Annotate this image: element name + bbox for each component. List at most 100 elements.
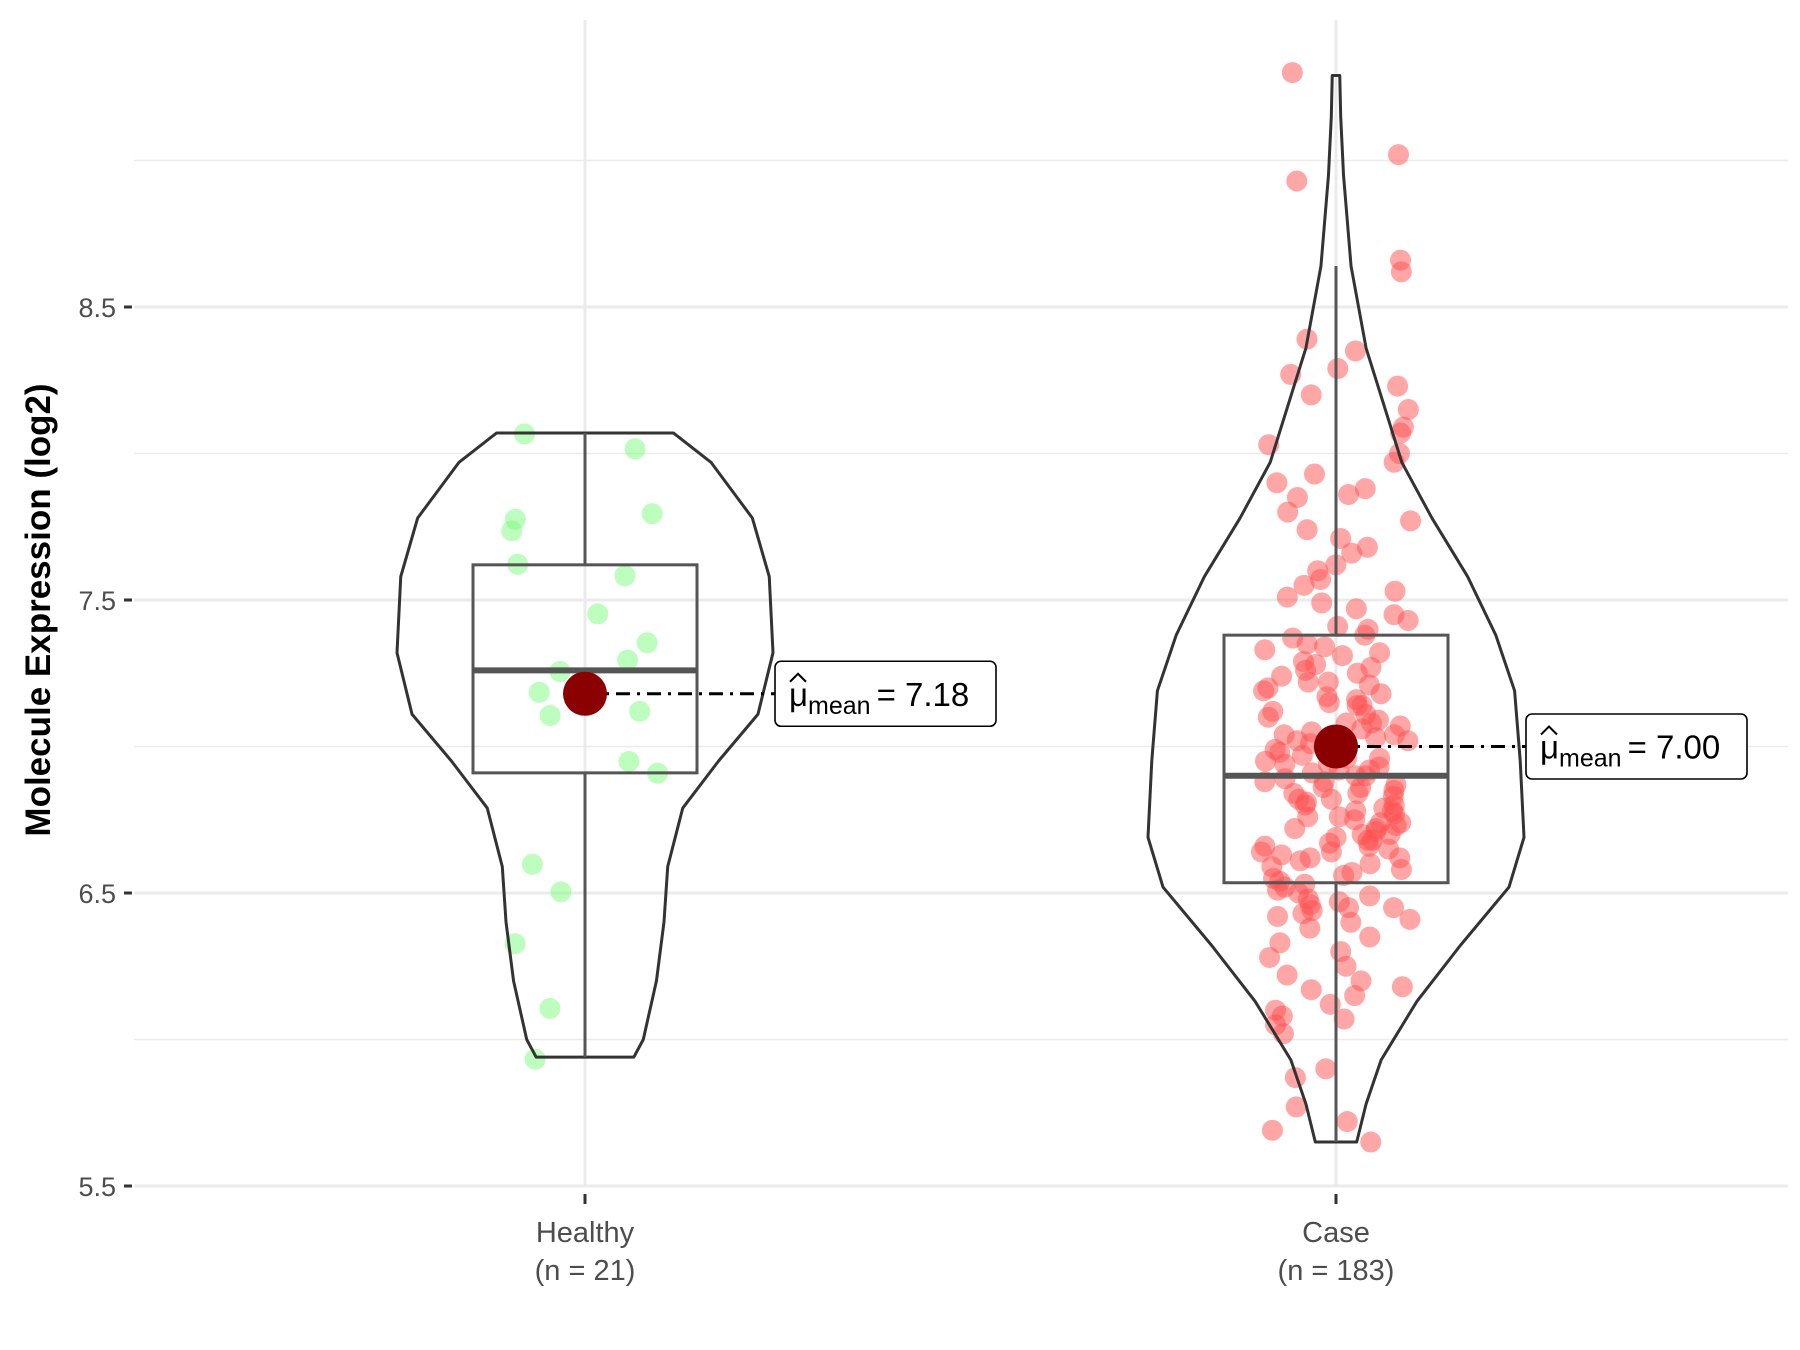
data-point (501, 520, 523, 542)
data-point (629, 700, 651, 722)
data-point (1297, 671, 1319, 693)
data-point (1345, 598, 1367, 620)
mean-point (563, 671, 607, 716)
data-point (1383, 897, 1405, 919)
data-point (1288, 788, 1310, 810)
mu-symbol: μ (789, 676, 808, 713)
data-point (524, 1048, 546, 1070)
y-tick-label: 8.5 (78, 293, 116, 323)
data-point (1303, 463, 1325, 485)
data-point (1254, 639, 1276, 661)
data-point (1389, 847, 1411, 869)
data-point (1341, 542, 1363, 564)
data-point (1274, 753, 1296, 775)
data-point (618, 750, 640, 772)
data-point (1312, 777, 1334, 799)
data-point (1267, 905, 1289, 927)
data-point (1337, 484, 1359, 506)
mean-label-box (774, 660, 997, 728)
group-case: μmean = 7.00 (1146, 62, 1748, 1153)
data-point (1318, 692, 1340, 714)
data-point (1356, 536, 1378, 558)
data-point (1257, 706, 1279, 728)
x-tick-label: Healthy (536, 1217, 635, 1249)
data-point (624, 438, 646, 460)
data-point (1300, 979, 1322, 1001)
data-point (1328, 891, 1350, 913)
data-point (1311, 592, 1333, 614)
data-point (1271, 665, 1293, 687)
data-point (1267, 879, 1289, 901)
x-axis: Healthy (n = 21) Case (n = 183) (535, 1194, 1395, 1287)
data-point (1327, 615, 1349, 637)
data-point (1259, 946, 1281, 968)
data-point (1277, 501, 1299, 523)
data-point (1331, 645, 1353, 667)
y-tick-label: 6.5 (78, 879, 116, 909)
data-point (521, 853, 543, 875)
mean-value: = 7.18 (877, 676, 970, 713)
mean-value: = 7.00 (1628, 729, 1721, 766)
data-point (1336, 1111, 1358, 1133)
data-point (1370, 683, 1392, 705)
data-point (1255, 750, 1277, 772)
violin-outline (395, 431, 775, 1059)
data-point (1391, 976, 1413, 998)
data-point (1369, 812, 1391, 834)
x-tick-label: Case (1302, 1217, 1370, 1249)
y-tick-label: 5.5 (78, 1172, 116, 1202)
data-point (1397, 399, 1419, 421)
data-point (1360, 656, 1382, 678)
data-point (1327, 358, 1349, 380)
data-point (1347, 782, 1369, 804)
hat-icon (789, 672, 807, 683)
data-point (1253, 680, 1275, 702)
y-axis-title: Molecule Expression (log2) (19, 383, 58, 836)
data-point (1310, 568, 1332, 590)
mean-subscript: mean (808, 692, 871, 720)
data-point (1261, 1119, 1283, 1141)
data-point (1276, 586, 1298, 608)
data-point (1286, 730, 1308, 752)
data-point (539, 704, 561, 726)
data-point (1315, 1058, 1337, 1080)
data-point (1344, 340, 1366, 362)
box (1222, 633, 1450, 885)
data-point (1289, 850, 1311, 872)
data-point (641, 503, 663, 525)
data-point (1397, 610, 1419, 632)
mean-label-box (1525, 713, 1748, 780)
data-point (1387, 144, 1409, 166)
data-point (1266, 472, 1288, 494)
mean-subscript: mean (1559, 745, 1622, 773)
data-point (539, 997, 561, 1019)
y-axis: 5.5 6.5 7.5 8.5 (78, 293, 132, 1202)
data-point (1293, 574, 1315, 596)
y-tick-label: 7.5 (78, 586, 116, 616)
x-tick-n-label: (n = 183) (1278, 1255, 1395, 1287)
data-point (528, 681, 550, 703)
hat-icon (1540, 725, 1558, 736)
data-point (1285, 1096, 1307, 1118)
data-point (550, 881, 572, 903)
data-point (1384, 580, 1406, 602)
data-point (636, 632, 658, 654)
data-point (1383, 724, 1405, 746)
data-point (1296, 519, 1318, 541)
data-point (1359, 885, 1381, 907)
data-point (1333, 864, 1355, 886)
data-point (614, 565, 636, 587)
mean-label: μmean = 7.00 (1540, 729, 1720, 773)
data-point (1383, 794, 1405, 816)
data-point (1297, 806, 1319, 828)
data-point (1365, 727, 1387, 749)
data-point (1300, 384, 1322, 406)
data-point (1269, 932, 1291, 954)
data-point (1335, 955, 1357, 977)
data-point (1281, 62, 1303, 84)
data-point (1333, 1008, 1355, 1030)
grid (134, 20, 1788, 1188)
data-point (1286, 170, 1308, 192)
